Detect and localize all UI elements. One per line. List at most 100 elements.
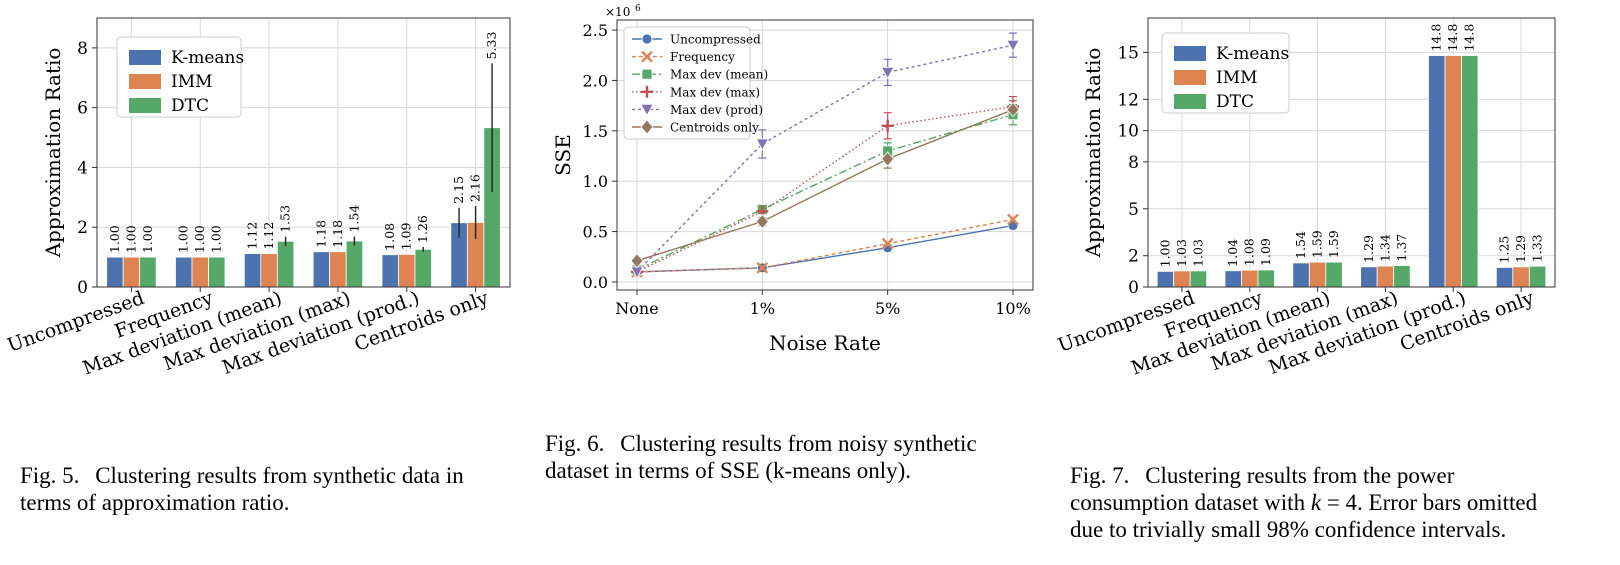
fig7-bar (1156, 270, 1175, 288)
fig5-data-label: 1.12 (261, 222, 276, 250)
fig5-y-tick-label: 6 (77, 99, 88, 119)
fig6-x-axis-label: Noise Rate (769, 331, 881, 355)
fig7-bar (1292, 262, 1310, 288)
fig6-x-tick-label: 1% (750, 299, 775, 318)
fig7-legend-swatch (1174, 46, 1206, 61)
fig7-bar (1495, 267, 1514, 288)
fig6-data-point (630, 253, 644, 269)
fig6-data-point (880, 66, 895, 80)
fig6-data-point (1007, 213, 1019, 226)
fig5-y-tick-label: 2 (77, 218, 88, 238)
fig5-legend-swatch (129, 74, 161, 89)
fig7-legend-swatch (1174, 70, 1206, 85)
fig7-data-label: 1.09 (1258, 238, 1273, 266)
fig7-y-tick-label: 5 (1128, 200, 1139, 220)
fig5-legend-swatch (129, 98, 161, 113)
fig5-data-label: 2.16 (468, 174, 483, 202)
fig7-bar (1241, 269, 1259, 288)
fig7-bar (1428, 55, 1446, 288)
fig6-legend-label: Max dev (max) (670, 85, 760, 99)
fig7-data-label: 1.04 (1225, 239, 1240, 267)
fig7-data-label: 14.8 (1445, 24, 1460, 52)
fig6-series-line (636, 109, 1014, 262)
fig7-bar (1461, 55, 1479, 288)
fig6-data-point (755, 138, 770, 151)
fig6-y-multiplier: ×10 (605, 5, 630, 19)
fig5-data-label: 1.53 (278, 205, 293, 233)
fig7-data-label: 1.37 (1394, 234, 1409, 262)
fig6-data-point (756, 261, 769, 274)
fig7-bar (1444, 55, 1462, 288)
fig5-y-axis-label: Approximation Ratio (41, 48, 65, 259)
fig6-data-point (881, 119, 894, 132)
fig6-caption: Fig. 6. Clustering results from noisy sy… (545, 430, 1045, 484)
fig6-legend (623, 26, 751, 140)
fig5-caption: Fig. 5. Clustering results from syntheti… (20, 462, 520, 516)
fig7-data-label: 1.29 (1361, 235, 1376, 263)
fig5-data-label: 1.12 (245, 222, 260, 250)
fig5-y-tick-label: 0 (77, 278, 88, 298)
fig7-bar (1512, 266, 1530, 288)
fig7-legend-label: K-means (1216, 44, 1289, 64)
fig7-data-label: 1.54 (1293, 231, 1308, 259)
fig5-y-tick-label: 8 (77, 39, 88, 59)
fig5-plot-frame (96, 17, 511, 288)
fig6-x-tick-label: 10% (995, 299, 1031, 318)
fig7-y-tick-label: 8 (1128, 153, 1139, 173)
fig6-y-exponent: 6 (635, 4, 641, 14)
fig7-bar (1173, 270, 1191, 288)
fig6-data-point (1006, 102, 1020, 118)
fig5-data-label: 1.26 (415, 215, 430, 243)
fig5-legend-label: DTC (171, 96, 209, 116)
fig6-y-tick-label: 2.0 (583, 71, 608, 90)
fig7-y-tick-label: 15 (1117, 43, 1139, 63)
fig5-data-label: 1.00 (123, 225, 138, 253)
fig7-caption-text-pre: Clustering results from the power consum… (1070, 463, 1455, 515)
fig7-bar (1224, 270, 1242, 288)
fig5-legend-swatch (129, 50, 161, 65)
fig6-plot-frame (616, 19, 1034, 291)
fig7-data-label: 1.00 (1157, 239, 1172, 267)
fig7-caption-number: Fig. 7. (1070, 463, 1130, 488)
fig7-bar (1325, 261, 1343, 288)
fig5-data-label: 1.54 (346, 205, 361, 233)
fig7-data-label: 1.03 (1190, 239, 1205, 267)
fig5-legend-label: IMM (171, 72, 213, 92)
fig7-bar (1308, 261, 1327, 288)
fig7-data-label: 1.25 (1497, 236, 1512, 264)
fig7-y-tick-label: 10 (1117, 122, 1139, 142)
fig6-series-line (636, 218, 1014, 273)
fig7-data-label: 14.8 (1462, 24, 1477, 52)
fig5-data-label: 1.18 (313, 220, 328, 248)
fig5-data-label: 1.00 (209, 225, 224, 253)
fig7-data-label: 1.33 (1530, 234, 1545, 262)
fig5-data-label: 5.33 (484, 32, 499, 60)
fig6-legend-label: Uncompressed (670, 33, 761, 47)
fig6-legend-label: Max dev (mean) (670, 68, 768, 82)
fig6-data-point (881, 151, 895, 167)
fig5-y-tick-label: 4 (77, 158, 88, 178)
fig6-data-point (1006, 39, 1020, 53)
fig6-y-axis-label: SSE (551, 134, 575, 176)
fig7-bar (1528, 265, 1547, 288)
fig6-x-tick-label: 5% (875, 299, 900, 318)
fig5-data-label: 1.09 (399, 223, 414, 251)
fig7-bar (1257, 269, 1275, 288)
fig6-legend-marker (641, 50, 653, 63)
fig5-data-label: 1.00 (107, 225, 122, 253)
fig7-bar (1189, 270, 1208, 288)
fig6-legend-label: Frequency (670, 50, 735, 64)
fig6-y-tick-label: 0.0 (583, 273, 608, 292)
fig6-legend-label: Centroids only (670, 121, 759, 135)
fig7-legend-swatch (1174, 94, 1206, 109)
fig7-bar (1360, 266, 1378, 288)
fig7-caption-math: k (1310, 490, 1322, 515)
fig6-legend-marker (640, 119, 654, 135)
fig7-bar (1376, 265, 1395, 288)
fig7-data-label: 1.59 (1326, 230, 1341, 258)
fig5-data-label: 2.15 (451, 176, 466, 204)
fig6-legend-marker (640, 104, 654, 117)
